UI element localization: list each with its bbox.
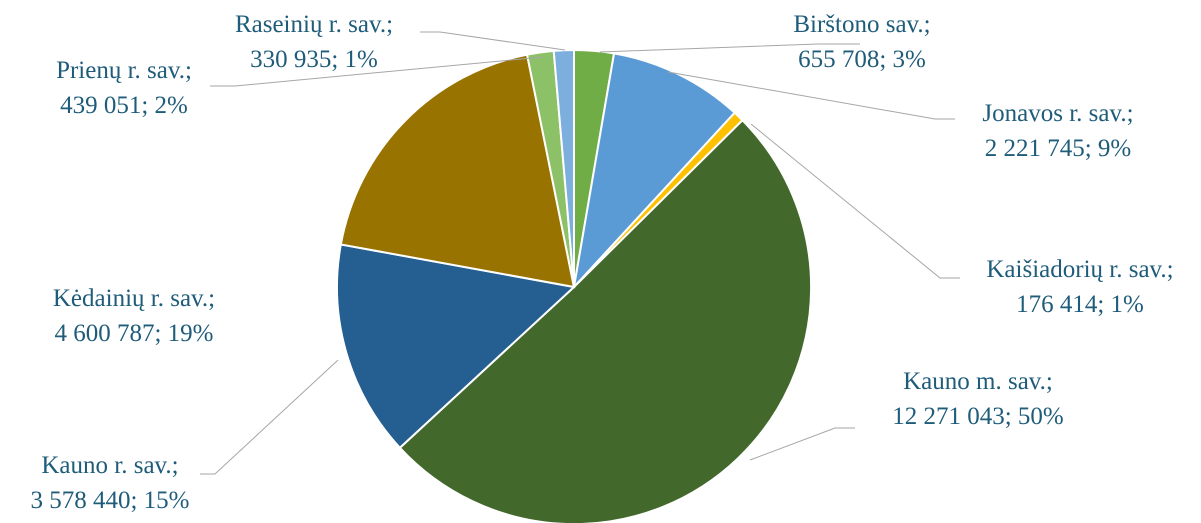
data-label-name-1: Jonavos r. sav.; (982, 100, 1133, 127)
data-label-name-7: Raseinių r. sav.; (235, 11, 393, 38)
pie-slice-4 (336, 243, 577, 450)
leader-line-4 (200, 359, 339, 475)
pie-slice-1 (572, 52, 737, 291)
pie-slices (336, 48, 813, 523)
data-labels: Birštono sav.; 655 708; 3% Jonavos r. sav.… (30, 11, 1173, 514)
data-label-value-2: 176 414; 1% (1016, 291, 1144, 318)
data-label-value-0: 655 708; 3% (798, 46, 926, 73)
data-label-value-1: 2 221 745; 9% (985, 135, 1132, 162)
leader-line-6 (210, 56, 544, 87)
data-label-name-3: Kauno m. sav.; (903, 368, 1053, 395)
pie-slice-3 (398, 118, 813, 523)
data-label-name-2: Kaišiadorių r. sav.; (986, 256, 1173, 283)
pie-slice-5 (339, 53, 576, 289)
leader-line-7 (420, 31, 566, 51)
data-label-value-3: 12 271 043; 50% (892, 403, 1064, 430)
leader-line-0 (599, 43, 860, 53)
leader-line-3 (749, 427, 855, 461)
leader-line-2 (750, 123, 960, 279)
data-label-name-0: Birštono sav.; (793, 11, 930, 38)
data-label-value-7: 330 935; 1% (250, 46, 378, 73)
data-label-value-6: 439 051; 2% (60, 92, 188, 119)
data-label-name-4: Kauno r. sav.; (41, 452, 178, 479)
data-label-name-6: Prienų r. sav.; (56, 57, 192, 84)
leader-lines (200, 31, 960, 475)
data-label-name-5: Kėdainių r. sav.; (53, 285, 215, 312)
leader-line-1 (667, 71, 955, 120)
data-label-value-5: 4 600 787; 19% (54, 320, 213, 347)
data-label-value-4: 3 578 440; 15% (30, 487, 189, 514)
